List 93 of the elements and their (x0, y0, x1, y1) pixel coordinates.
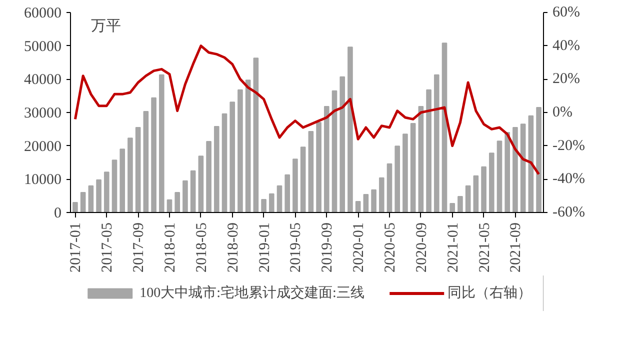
y-tick-label: 10000 (24, 172, 62, 188)
bar (214, 126, 220, 212)
legend-label: 100大中城市:宅地累计成交建面:三线 (140, 284, 364, 302)
bar (268, 193, 274, 212)
y2-tick-label: 40% (552, 38, 580, 54)
bar (245, 80, 251, 212)
bar (166, 199, 172, 212)
bar (128, 138, 133, 212)
bar (230, 102, 236, 212)
bar (465, 185, 471, 212)
bar (198, 156, 204, 212)
y2-tick-label: 20% (552, 71, 580, 88)
line-series (74, 44, 540, 176)
bar (528, 115, 534, 212)
x-tick-label: 2019-01 (256, 222, 273, 272)
bar (80, 192, 86, 212)
bar (394, 146, 400, 212)
bar (88, 185, 94, 212)
bar (363, 194, 369, 212)
x-tick-label: 2020-05 (382, 222, 398, 272)
bar (410, 123, 416, 212)
bar (504, 132, 510, 212)
bar (418, 106, 424, 212)
bar (276, 185, 282, 212)
bar (190, 170, 196, 212)
bar (112, 160, 118, 212)
bar (174, 192, 180, 212)
bar (458, 196, 463, 212)
x-tick-label: 2018-05 (194, 222, 210, 272)
bar (308, 131, 314, 212)
x-tick-label: 2020-01 (351, 222, 368, 272)
y-tick-label: 0 (54, 206, 62, 222)
x-tick-label: 2017-01 (68, 222, 84, 272)
bar (222, 113, 228, 212)
x-tick-label: 2017-09 (131, 222, 148, 272)
bar (340, 76, 346, 212)
y2-tick-label: -20% (552, 138, 585, 154)
bar (238, 89, 243, 212)
bar (206, 141, 212, 212)
y-tick-label: 40000 (24, 72, 62, 88)
bar (426, 89, 432, 212)
bar (520, 124, 526, 212)
y-tick-label: 60000 (24, 6, 62, 22)
bar (72, 202, 78, 212)
x-tick-label: 2021-09 (508, 222, 524, 272)
bar (182, 180, 188, 212)
bar (450, 203, 456, 212)
bar (355, 201, 361, 212)
bar (434, 74, 440, 212)
bar (348, 46, 353, 212)
bar (96, 179, 102, 212)
bar (386, 163, 392, 212)
bar (143, 111, 149, 212)
bar (316, 122, 322, 212)
bar (300, 146, 306, 212)
y2-tick-label: 0% (552, 104, 572, 120)
y2-tick-label: -40% (552, 171, 585, 188)
x-tick-label: 2019-05 (288, 222, 304, 272)
x-tick-label: 2021-05 (476, 222, 493, 272)
bar (104, 172, 110, 212)
x-tick-label: 2018-01 (162, 222, 178, 272)
bar (292, 158, 298, 212)
x-tick-label: 2021-01 (445, 222, 462, 272)
annotation: 万平 (90, 18, 121, 34)
bar (473, 175, 479, 212)
bar (481, 166, 486, 212)
bar (402, 134, 408, 212)
bar (496, 140, 502, 212)
legend-label: 同比（右轴） (447, 284, 532, 302)
bar (332, 90, 338, 212)
bar (378, 177, 384, 212)
bar (512, 127, 518, 212)
bar (284, 174, 290, 212)
bar (253, 58, 259, 212)
bar (158, 74, 164, 212)
y-tick-label: 20000 (24, 138, 62, 155)
x-tick-label: 2019-09 (320, 222, 336, 272)
bar (488, 152, 494, 212)
x-tick-label: 2018-09 (225, 222, 242, 272)
bar (135, 127, 141, 212)
x-tick-label: 2020-09 (414, 222, 430, 272)
bar (151, 97, 156, 212)
y2-tick-label: -60% (552, 204, 585, 220)
y-tick-label: 30000 (24, 106, 62, 122)
bar (536, 107, 542, 212)
y-tick-label: 50000 (24, 38, 62, 55)
bar (442, 42, 448, 212)
bar (120, 148, 126, 212)
bar (324, 106, 330, 212)
bar (261, 199, 266, 212)
y2-tick-label: 60% (552, 4, 580, 20)
x-tick-label: 2017-05 (100, 222, 116, 272)
bar (371, 189, 376, 212)
